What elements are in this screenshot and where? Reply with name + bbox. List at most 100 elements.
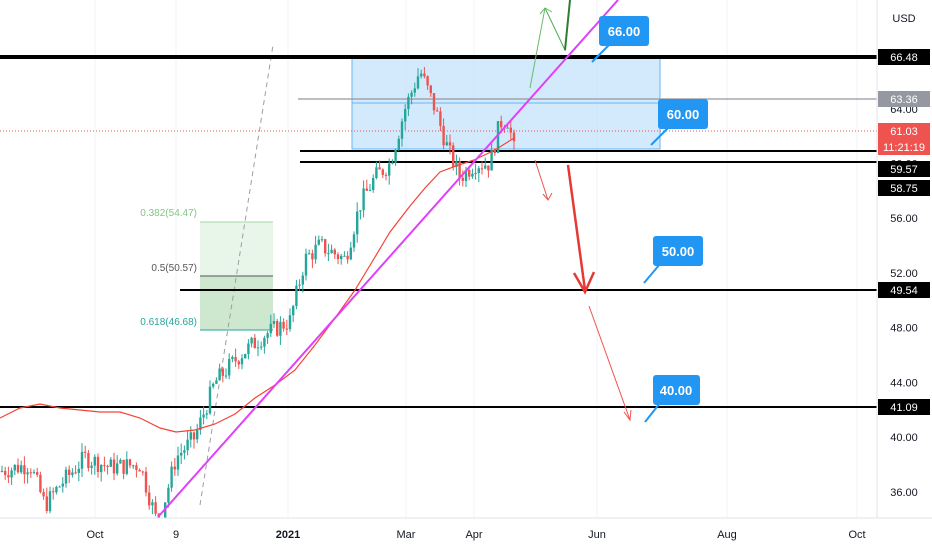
candle-body: [484, 165, 487, 169]
candle-body: [224, 375, 228, 377]
candle-body: [119, 459, 122, 464]
price-tag: 63.36: [890, 94, 918, 106]
candle-body: [423, 73, 426, 77]
candle-body: [58, 486, 61, 488]
candle-body: [64, 469, 68, 484]
price-tick-label: 52.00: [890, 268, 918, 280]
candle-body: [202, 414, 205, 418]
candle-body: [138, 470, 141, 472]
candles: [0, 67, 516, 535]
candle-body: [381, 169, 384, 175]
candle-body: [231, 357, 234, 359]
candle-body: [352, 234, 356, 248]
price-tag-bg: [878, 161, 930, 177]
candle-body: [343, 255, 346, 257]
candle-body: [269, 323, 272, 334]
target-callout[interactable]: 50.00: [643, 236, 703, 284]
candle-body: [212, 383, 215, 387]
target-callout[interactable]: 66.00: [591, 16, 649, 63]
price-tag-bg: [878, 399, 930, 415]
candle-body: [311, 253, 314, 260]
candle-body: [20, 465, 23, 473]
candle-body: [477, 168, 480, 173]
fibonacci-retracement[interactable]: 0.382(54.47) 0.5(50.57) 0.618(46.68): [140, 44, 274, 506]
candle-body: [26, 472, 29, 475]
time-tick-label: Mar: [397, 529, 416, 541]
candle-body: [39, 474, 42, 493]
candle-body: [375, 167, 378, 178]
candle-body: [298, 284, 301, 286]
candle-body: [317, 239, 320, 245]
target-callout[interactable]: 60.00: [650, 99, 708, 146]
candle-body: [253, 337, 256, 349]
candle-body: [320, 239, 324, 241]
time-axis[interactable]: Oct 9 2021 Mar Apr Jun Aug Oct: [0, 517, 932, 550]
candle-body: [490, 149, 493, 171]
candle-body: [23, 465, 26, 475]
candle-body: [36, 472, 39, 475]
candle-body: [74, 472, 77, 474]
candle-body: [308, 253, 311, 255]
candle-body: [244, 354, 247, 359]
candle-body: [135, 465, 138, 470]
candle-body: [189, 432, 192, 440]
fib-zone-upper: [200, 222, 273, 276]
candle-body: [221, 368, 224, 376]
range-zone[interactable]: [351, 56, 661, 150]
candle-body: [68, 469, 71, 475]
candle-body: [4, 471, 7, 475]
candle-body: [192, 432, 196, 440]
candle-body: [125, 459, 128, 474]
candle-body: [276, 321, 279, 336]
candle-body: [93, 456, 96, 466]
fib-dashed-trend: [199, 44, 274, 506]
candle-body: [448, 142, 452, 146]
candle-body: [295, 285, 298, 306]
candle-body: [500, 121, 503, 128]
time-tick-label: Apr: [465, 529, 482, 541]
candle-body: [228, 359, 231, 376]
candle-body: [445, 142, 448, 146]
candle-body: [148, 492, 151, 506]
candle-body: [71, 472, 74, 475]
candle-body: [80, 451, 84, 469]
price-tag-bg: [878, 91, 930, 107]
candle-body: [106, 465, 109, 467]
candle-body: [263, 338, 266, 347]
candle-body: [404, 109, 407, 122]
candle-body: [413, 88, 416, 93]
candle-body: [487, 165, 490, 171]
candle-body: [260, 346, 263, 348]
candle-body: [199, 417, 202, 430]
candle-body: [48, 491, 52, 512]
target-label: 40.00: [660, 383, 693, 398]
candle-body: [151, 502, 154, 506]
price-tag: 58.75: [890, 183, 918, 195]
price-tag: 11:21:19: [883, 142, 925, 154]
candle-body: [442, 125, 445, 146]
candle-body: [327, 253, 330, 255]
candle-body: [452, 145, 455, 167]
time-tick-label: Oct: [848, 529, 865, 541]
candle-body: [32, 472, 36, 474]
price-axis[interactable]: USD 36.0040.0044.0048.0052.0056.0060.006…: [876, 0, 932, 518]
candle-body: [164, 502, 167, 519]
moving-average-line: [0, 137, 515, 433]
candle-body: [132, 465, 135, 467]
time-tick-label: Oct: [86, 529, 103, 541]
time-tick-labels: Oct 9 2021 Mar Apr Jun Aug Oct: [86, 529, 865, 541]
target-callout[interactable]: 40.00: [644, 375, 700, 423]
candle-body: [458, 161, 461, 178]
candle-body: [301, 275, 304, 285]
trendline[interactable]: [157, 0, 619, 518]
candle-body: [196, 430, 199, 440]
candle-body: [180, 452, 183, 456]
time-tick-label: 9: [173, 529, 179, 541]
candle-body: [183, 450, 186, 453]
candle-body: [109, 459, 112, 467]
candle-body: [112, 459, 116, 474]
price-tag-bg: [878, 49, 930, 65]
price-tag: 66.48: [890, 52, 918, 64]
